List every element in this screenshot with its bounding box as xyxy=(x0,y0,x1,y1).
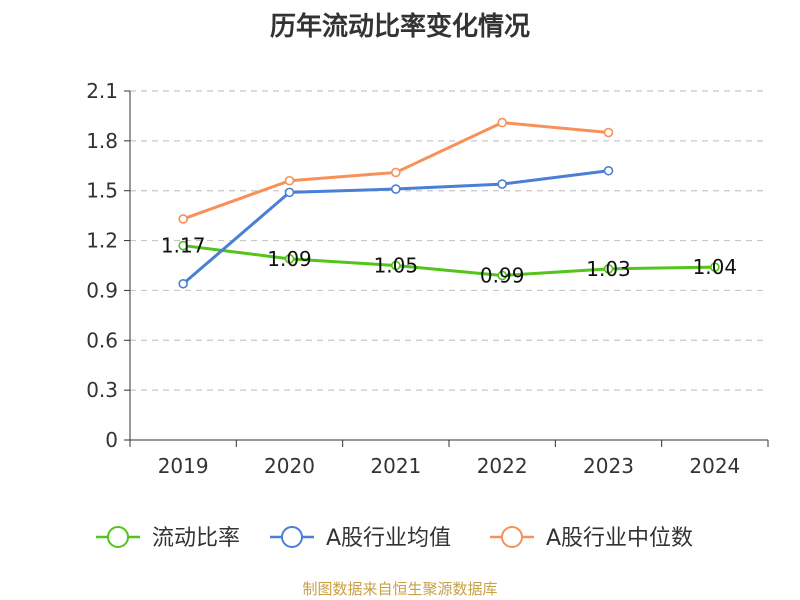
data-labels: 1.17 1.09 1.05 0.99 1.03 1.04 xyxy=(161,234,737,288)
y-tick-label: 0.6 xyxy=(86,328,118,352)
data-point xyxy=(603,264,614,274)
x-tick-label: 2023 xyxy=(583,454,634,478)
series-group xyxy=(178,117,720,289)
legend-marker xyxy=(281,526,303,548)
legend-marker xyxy=(501,526,523,548)
data-point xyxy=(391,184,401,194)
data-point xyxy=(178,214,188,224)
data-point xyxy=(391,167,401,178)
y-tick-label: 0 xyxy=(105,428,118,452)
legend-label: A股行业均值 xyxy=(326,526,451,551)
data-point xyxy=(710,262,720,272)
y-tick-label: 1.5 xyxy=(86,179,118,203)
x-tick-label: 2020 xyxy=(264,454,315,478)
data-point xyxy=(284,254,295,264)
x-tick-label: 2022 xyxy=(477,454,528,478)
data-label: 1.05 xyxy=(374,254,419,278)
data-label: 1.17 xyxy=(161,234,206,258)
source-note: 制图数据来自恒生聚源数据库 xyxy=(302,580,498,598)
chart-title: 历年流动比率变化情况 xyxy=(269,12,530,42)
series-line-0 xyxy=(182,244,715,277)
y-tick-label: 0.9 xyxy=(86,278,118,302)
x-tick-label: 2024 xyxy=(689,454,740,478)
data-label: 1.03 xyxy=(586,257,631,281)
data-point xyxy=(497,270,507,281)
data-point xyxy=(603,165,614,176)
data-label: 0.99 xyxy=(480,263,525,287)
y-tick-label: 0.3 xyxy=(86,378,118,402)
data-point xyxy=(178,278,188,289)
y-tick-label: 2.1 xyxy=(86,79,118,103)
data-point xyxy=(497,179,507,189)
grid-lines xyxy=(130,90,768,391)
x-tick-label: 2021 xyxy=(370,454,421,478)
data-label: 1.04 xyxy=(693,255,738,279)
axes: 0 0.3 0.6 0.9 1.2 1.5 1.8 2.1 2019 2020 2021 2022 20… xyxy=(86,79,769,478)
legend-marker xyxy=(107,526,129,548)
data-point xyxy=(391,260,401,271)
data-point xyxy=(497,117,507,128)
data-point xyxy=(603,127,614,138)
legend-label: A股行业中位数 xyxy=(546,526,693,551)
data-point xyxy=(284,187,295,198)
y-tick-label: 1.2 xyxy=(86,229,118,253)
data-point xyxy=(178,240,188,251)
y-tick-label: 1.8 xyxy=(86,129,118,153)
legend: 流动比率 A股行业均值 A股行业中位数 xyxy=(96,526,693,551)
legend-label: 流动比率 xyxy=(152,526,240,551)
data-point xyxy=(284,175,295,186)
x-tick-label: 2019 xyxy=(158,454,209,478)
data-label: 1.09 xyxy=(267,247,312,271)
